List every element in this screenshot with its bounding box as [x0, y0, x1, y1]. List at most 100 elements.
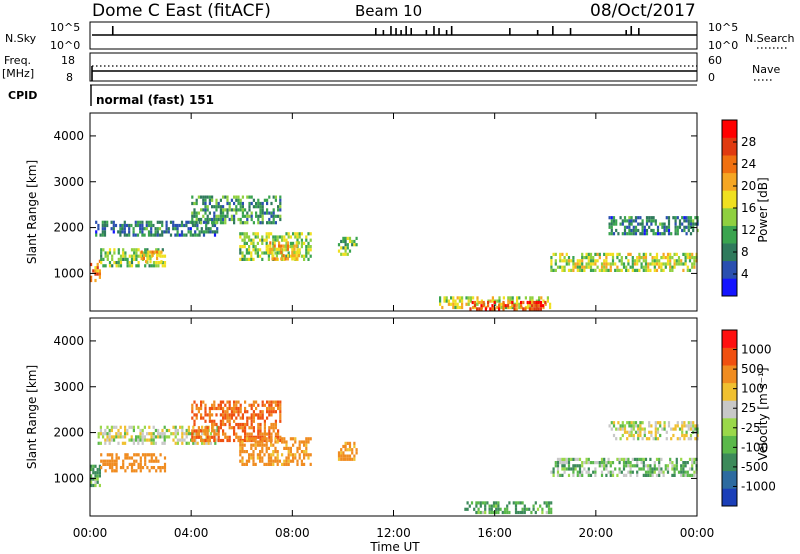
range-gate-cell	[615, 219, 618, 223]
range-gate-cell	[633, 464, 637, 468]
range-gate-cell	[241, 459, 244, 463]
range-gate-cell	[235, 422, 238, 427]
range-gate-cell	[101, 227, 104, 231]
range-gate-cell	[213, 211, 216, 215]
range-gate-cell	[550, 262, 553, 266]
range-gate-cell	[648, 421, 651, 425]
range-gate-cell	[511, 304, 514, 308]
range-gate-cell	[152, 459, 156, 463]
range-gate-cell	[626, 437, 629, 441]
range-gate-cell	[261, 432, 264, 436]
range-gate-cell	[344, 444, 347, 449]
range-gate-cell	[137, 441, 140, 445]
range-gate-cell	[631, 464, 634, 468]
range-gate-cell	[669, 268, 672, 272]
range-gate-cell	[250, 438, 253, 443]
range-gate-cell	[266, 410, 269, 414]
range-gate-cell	[694, 437, 697, 441]
range-gate-cell	[636, 464, 639, 468]
range-gate-cell	[219, 406, 222, 411]
range-gate-cell	[689, 427, 693, 431]
range-gate-cell	[587, 467, 590, 471]
range-gate-cell	[141, 220, 144, 224]
range-gate-cell	[344, 252, 347, 256]
range-gate-cell	[658, 457, 661, 461]
range-gate-cell	[252, 238, 255, 242]
cpid-text: normal (fast) 151	[96, 93, 214, 107]
range-gate-cell	[617, 421, 620, 425]
range-gate-cell	[346, 246, 349, 250]
range-gate-cell	[309, 232, 312, 236]
range-gate-cell	[239, 232, 242, 236]
range-gate-cell	[609, 268, 612, 272]
range-gate-cell	[587, 457, 590, 461]
range-gate-cell	[195, 406, 198, 411]
range-gate-cell	[309, 245, 312, 249]
range-gate-cell	[685, 232, 688, 236]
range-gate-cell	[244, 406, 247, 411]
range-gate-cell	[115, 456, 118, 460]
range-gate-cell	[303, 257, 306, 261]
range-gate-cell	[94, 471, 97, 475]
range-gate-cell	[670, 437, 673, 441]
range-gate-cell	[130, 456, 134, 460]
range-gate-cell	[151, 250, 154, 254]
range-gate-cell	[686, 268, 689, 272]
range-gate-cell	[639, 427, 642, 431]
range-gate-cell	[135, 248, 138, 252]
range-gate-cell	[99, 428, 102, 433]
range-gate-cell	[256, 254, 259, 258]
range-gate-cell	[517, 510, 520, 515]
range-gate-cell	[248, 426, 251, 430]
range-gate-cell	[211, 230, 214, 234]
range-gate-cell	[628, 430, 631, 434]
range-gate-cell	[213, 233, 217, 237]
range-gate-cell	[165, 428, 168, 433]
range-gate-cell	[626, 421, 629, 425]
range-gate-cell	[222, 429, 225, 433]
range-gate-cell	[294, 440, 297, 444]
cpid-label: CPID	[8, 89, 37, 102]
range-gate-cell	[241, 245, 244, 249]
range-gate-cell	[235, 406, 238, 411]
range-gate-cell	[353, 441, 356, 445]
range-gate-cell	[96, 272, 99, 276]
range-gate-cell	[222, 416, 225, 420]
range-gate-cell	[605, 262, 608, 266]
range-gate-cell	[261, 238, 264, 242]
range-gate-cell	[167, 230, 170, 234]
range-gate-cell	[622, 464, 626, 468]
range-gate-cell	[102, 432, 105, 436]
range-gate-cell	[174, 432, 177, 436]
range-gate-cell	[283, 462, 286, 466]
range-gate-cell	[659, 433, 662, 438]
range-gate-cell	[150, 432, 153, 436]
range-gate-cell	[611, 473, 615, 477]
range-gate-cell	[472, 296, 475, 300]
range-gate-cell	[623, 430, 627, 434]
range-gate-cell	[567, 467, 571, 471]
range-gate-cell	[625, 268, 628, 272]
range-gate-cell	[528, 307, 531, 311]
range-gate-cell	[126, 261, 129, 265]
range-gate-cell	[344, 243, 347, 247]
range-gate-cell	[631, 259, 634, 263]
range-gate-cell	[270, 422, 273, 427]
range-gate-cell	[547, 501, 551, 505]
range-gate-cell	[259, 214, 262, 218]
range-gate-cell	[237, 201, 240, 206]
range-gate-cell	[638, 268, 641, 272]
range-gate-cell	[581, 265, 584, 269]
range-gate-cell	[619, 424, 622, 428]
range-gate-cell	[605, 467, 608, 471]
range-gate-cell	[206, 413, 209, 417]
range-gate-cell	[183, 233, 186, 237]
range-gate-cell	[581, 256, 584, 260]
range-gate-cell	[256, 235, 259, 239]
range-gate-cell	[235, 410, 238, 414]
range-gate-cell	[692, 424, 695, 428]
range-gate-cell	[632, 433, 635, 438]
range-gate-cell	[137, 248, 140, 252]
range-gate-cell	[340, 252, 343, 256]
